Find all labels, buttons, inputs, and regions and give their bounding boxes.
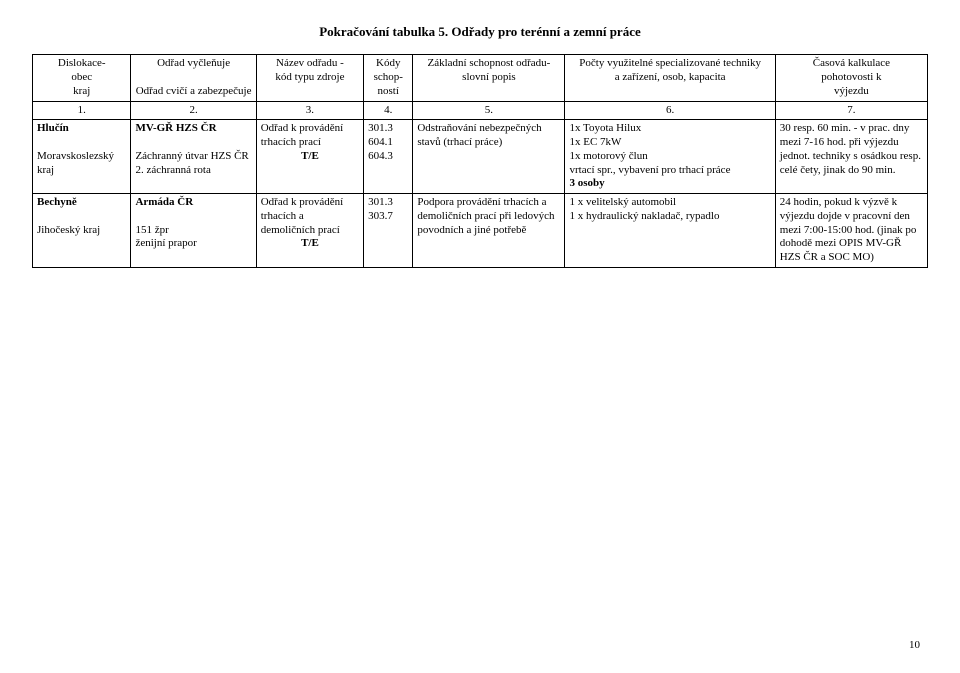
cell-technika: 1x Toyota Hilux1x EC 7kW1x motorový člun…	[565, 120, 775, 194]
table-number-row: 1. 2. 3. 4. 5. 6. 7.	[33, 101, 928, 120]
header-c1: Dislokace-obeckraj	[33, 55, 131, 101]
table-row: BechyněJihočeský krajArmáda ČR151 žpržen…	[33, 194, 928, 268]
num-c3: 3.	[256, 101, 363, 120]
num-c2: 2.	[131, 101, 256, 120]
page-title: Pokračování tabulka 5. Odřady pro terénn…	[32, 24, 928, 40]
page-number: 10	[909, 639, 920, 653]
cell-nazev-odradu: Odřad k provádění trhacích pracíT/E	[256, 120, 363, 194]
header-c7: Časová kalkulacepohotovosti kvýjezdu	[775, 55, 927, 101]
header-c3: Název odřadu -kód typu zdroje	[256, 55, 363, 101]
data-table: Dislokace-obeckraj Odřad vyčleňujeOdřad …	[32, 54, 928, 268]
cell-dislokace: HlučínMoravskoslezský kraj	[33, 120, 131, 194]
num-c4: 4.	[364, 101, 413, 120]
header-c5: Základní schopnost odřadu-slovní popis	[413, 55, 565, 101]
cell-odrad-vyclenuje: MV-GŘ HZS ČRZáchranný útvar HZS ČR2. zác…	[131, 120, 256, 194]
num-c5: 5.	[413, 101, 565, 120]
table-row: HlučínMoravskoslezský krajMV-GŘ HZS ČRZá…	[33, 120, 928, 194]
header-c4: Kódyschop-ností	[364, 55, 413, 101]
num-c6: 6.	[565, 101, 775, 120]
cell-schopnost: Odstraňování nebezpečných stavů (trhací …	[413, 120, 565, 194]
cell-kody: 301.3604.1604.3	[364, 120, 413, 194]
header-c2: Odřad vyčleňujeOdřad cvičí a zabezpečuje	[131, 55, 256, 101]
table-header-row: Dislokace-obeckraj Odřad vyčleňujeOdřad …	[33, 55, 928, 101]
cell-dislokace: BechyněJihočeský kraj	[33, 194, 131, 268]
cell-nazev-odradu: Odřad k provádění trhacích a demoličních…	[256, 194, 363, 268]
cell-odrad-vyclenuje: Armáda ČR151 žprženijní prapor	[131, 194, 256, 268]
cell-schopnost: Podpora provádění trhacích a demoličních…	[413, 194, 565, 268]
cell-casova: 30 resp. 60 min. - v prac. dny mezi 7-16…	[775, 120, 927, 194]
num-c7: 7.	[775, 101, 927, 120]
cell-kody: 301.3303.7	[364, 194, 413, 268]
num-c1: 1.	[33, 101, 131, 120]
header-c6: Počty využitelné specializované techniky…	[565, 55, 775, 101]
cell-technika: 1 x velitelský automobil1 x hydraulický …	[565, 194, 775, 268]
cell-casova: 24 hodin, pokud k výzvě k výjezdu dojde …	[775, 194, 927, 268]
